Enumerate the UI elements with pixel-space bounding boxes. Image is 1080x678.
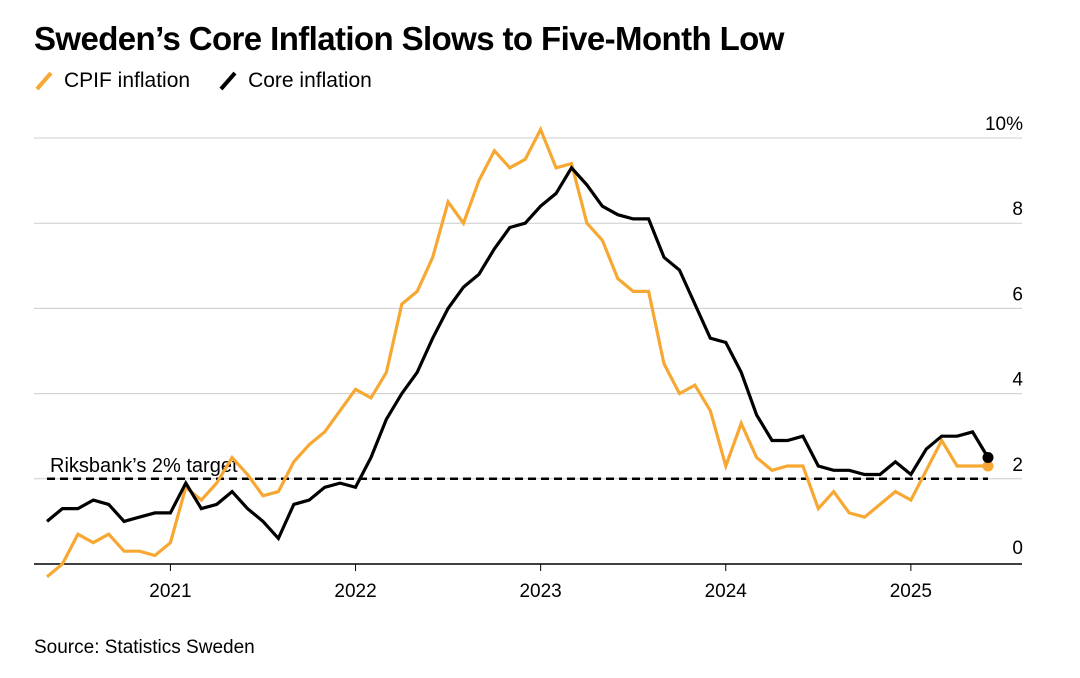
- y-tick-label-2: 2: [1012, 455, 1023, 476]
- y-axis-labels: 10% 8 6 4 2 0: [985, 114, 1023, 559]
- x-axis: 2021 2022 2023 2024 2025: [34, 563, 1022, 602]
- legend-item-cpif: CPIF inflation: [34, 69, 190, 93]
- source-note: Source: Statistics Sweden: [34, 637, 255, 658]
- series-lines: [45, 125, 994, 579]
- x-tick-label-2022: 2022: [334, 581, 376, 602]
- x-tick-label-2024: 2024: [705, 581, 748, 602]
- y-tick-label-10: 10%: [985, 114, 1023, 135]
- target-annotation: Riksbank’s 2% target: [47, 455, 988, 481]
- legend-label-core: Core inflation: [248, 69, 372, 92]
- y-tick-label-0: 0: [1012, 538, 1023, 559]
- legend-label-cpif: CPIF inflation: [64, 69, 191, 92]
- legend-swatch-cpif: [35, 71, 53, 91]
- series-line-core: [45, 165, 990, 542]
- end-point-core: [982, 452, 994, 463]
- gridlines: [34, 137, 1022, 480]
- x-tick-label-2025: 2025: [890, 581, 932, 602]
- x-tick-label-2023: 2023: [519, 581, 561, 602]
- x-tick-label-2021: 2021: [149, 581, 191, 602]
- target-label: Riksbank’s 2% target: [50, 455, 238, 477]
- chart-title: Sweden’s Core Inflation Slows to Five-Mo…: [34, 20, 784, 57]
- end-point-cpif: [982, 460, 994, 472]
- y-tick-label-8: 8: [1012, 199, 1023, 220]
- legend-swatch-core: [219, 71, 237, 91]
- y-tick-label-4: 4: [1012, 370, 1023, 391]
- legend-item-core: Core inflation: [218, 69, 372, 93]
- y-tick-label-6: 6: [1012, 284, 1023, 305]
- series-line-cpif: [45, 125, 988, 579]
- legend: CPIF inflation Core inflation: [34, 69, 400, 93]
